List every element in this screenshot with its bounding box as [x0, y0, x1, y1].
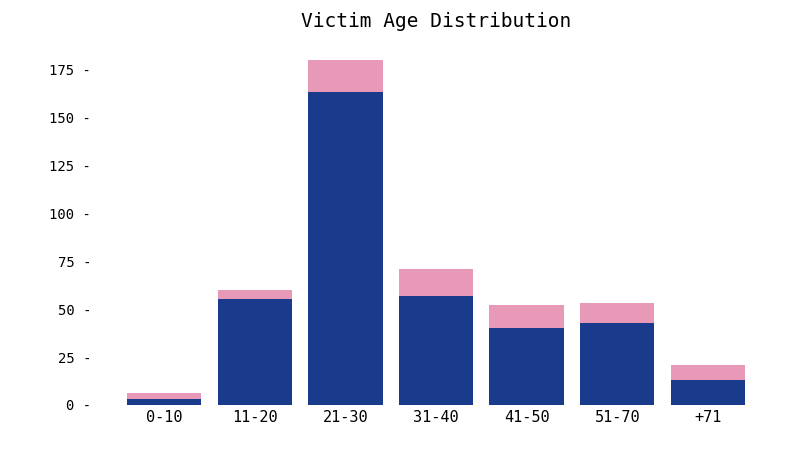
Title: Victim Age Distribution: Victim Age Distribution	[301, 12, 571, 31]
Bar	[218, 300, 292, 405]
Bar	[580, 323, 654, 405]
Bar	[127, 393, 202, 399]
Bar	[308, 92, 382, 405]
Bar	[490, 305, 564, 328]
Bar	[308, 60, 382, 92]
Bar	[399, 269, 473, 296]
Bar	[399, 296, 473, 405]
Bar	[127, 399, 202, 405]
Bar	[490, 328, 564, 405]
Bar	[218, 290, 292, 300]
Bar	[580, 303, 654, 323]
Bar	[670, 364, 745, 380]
Bar	[670, 380, 745, 405]
